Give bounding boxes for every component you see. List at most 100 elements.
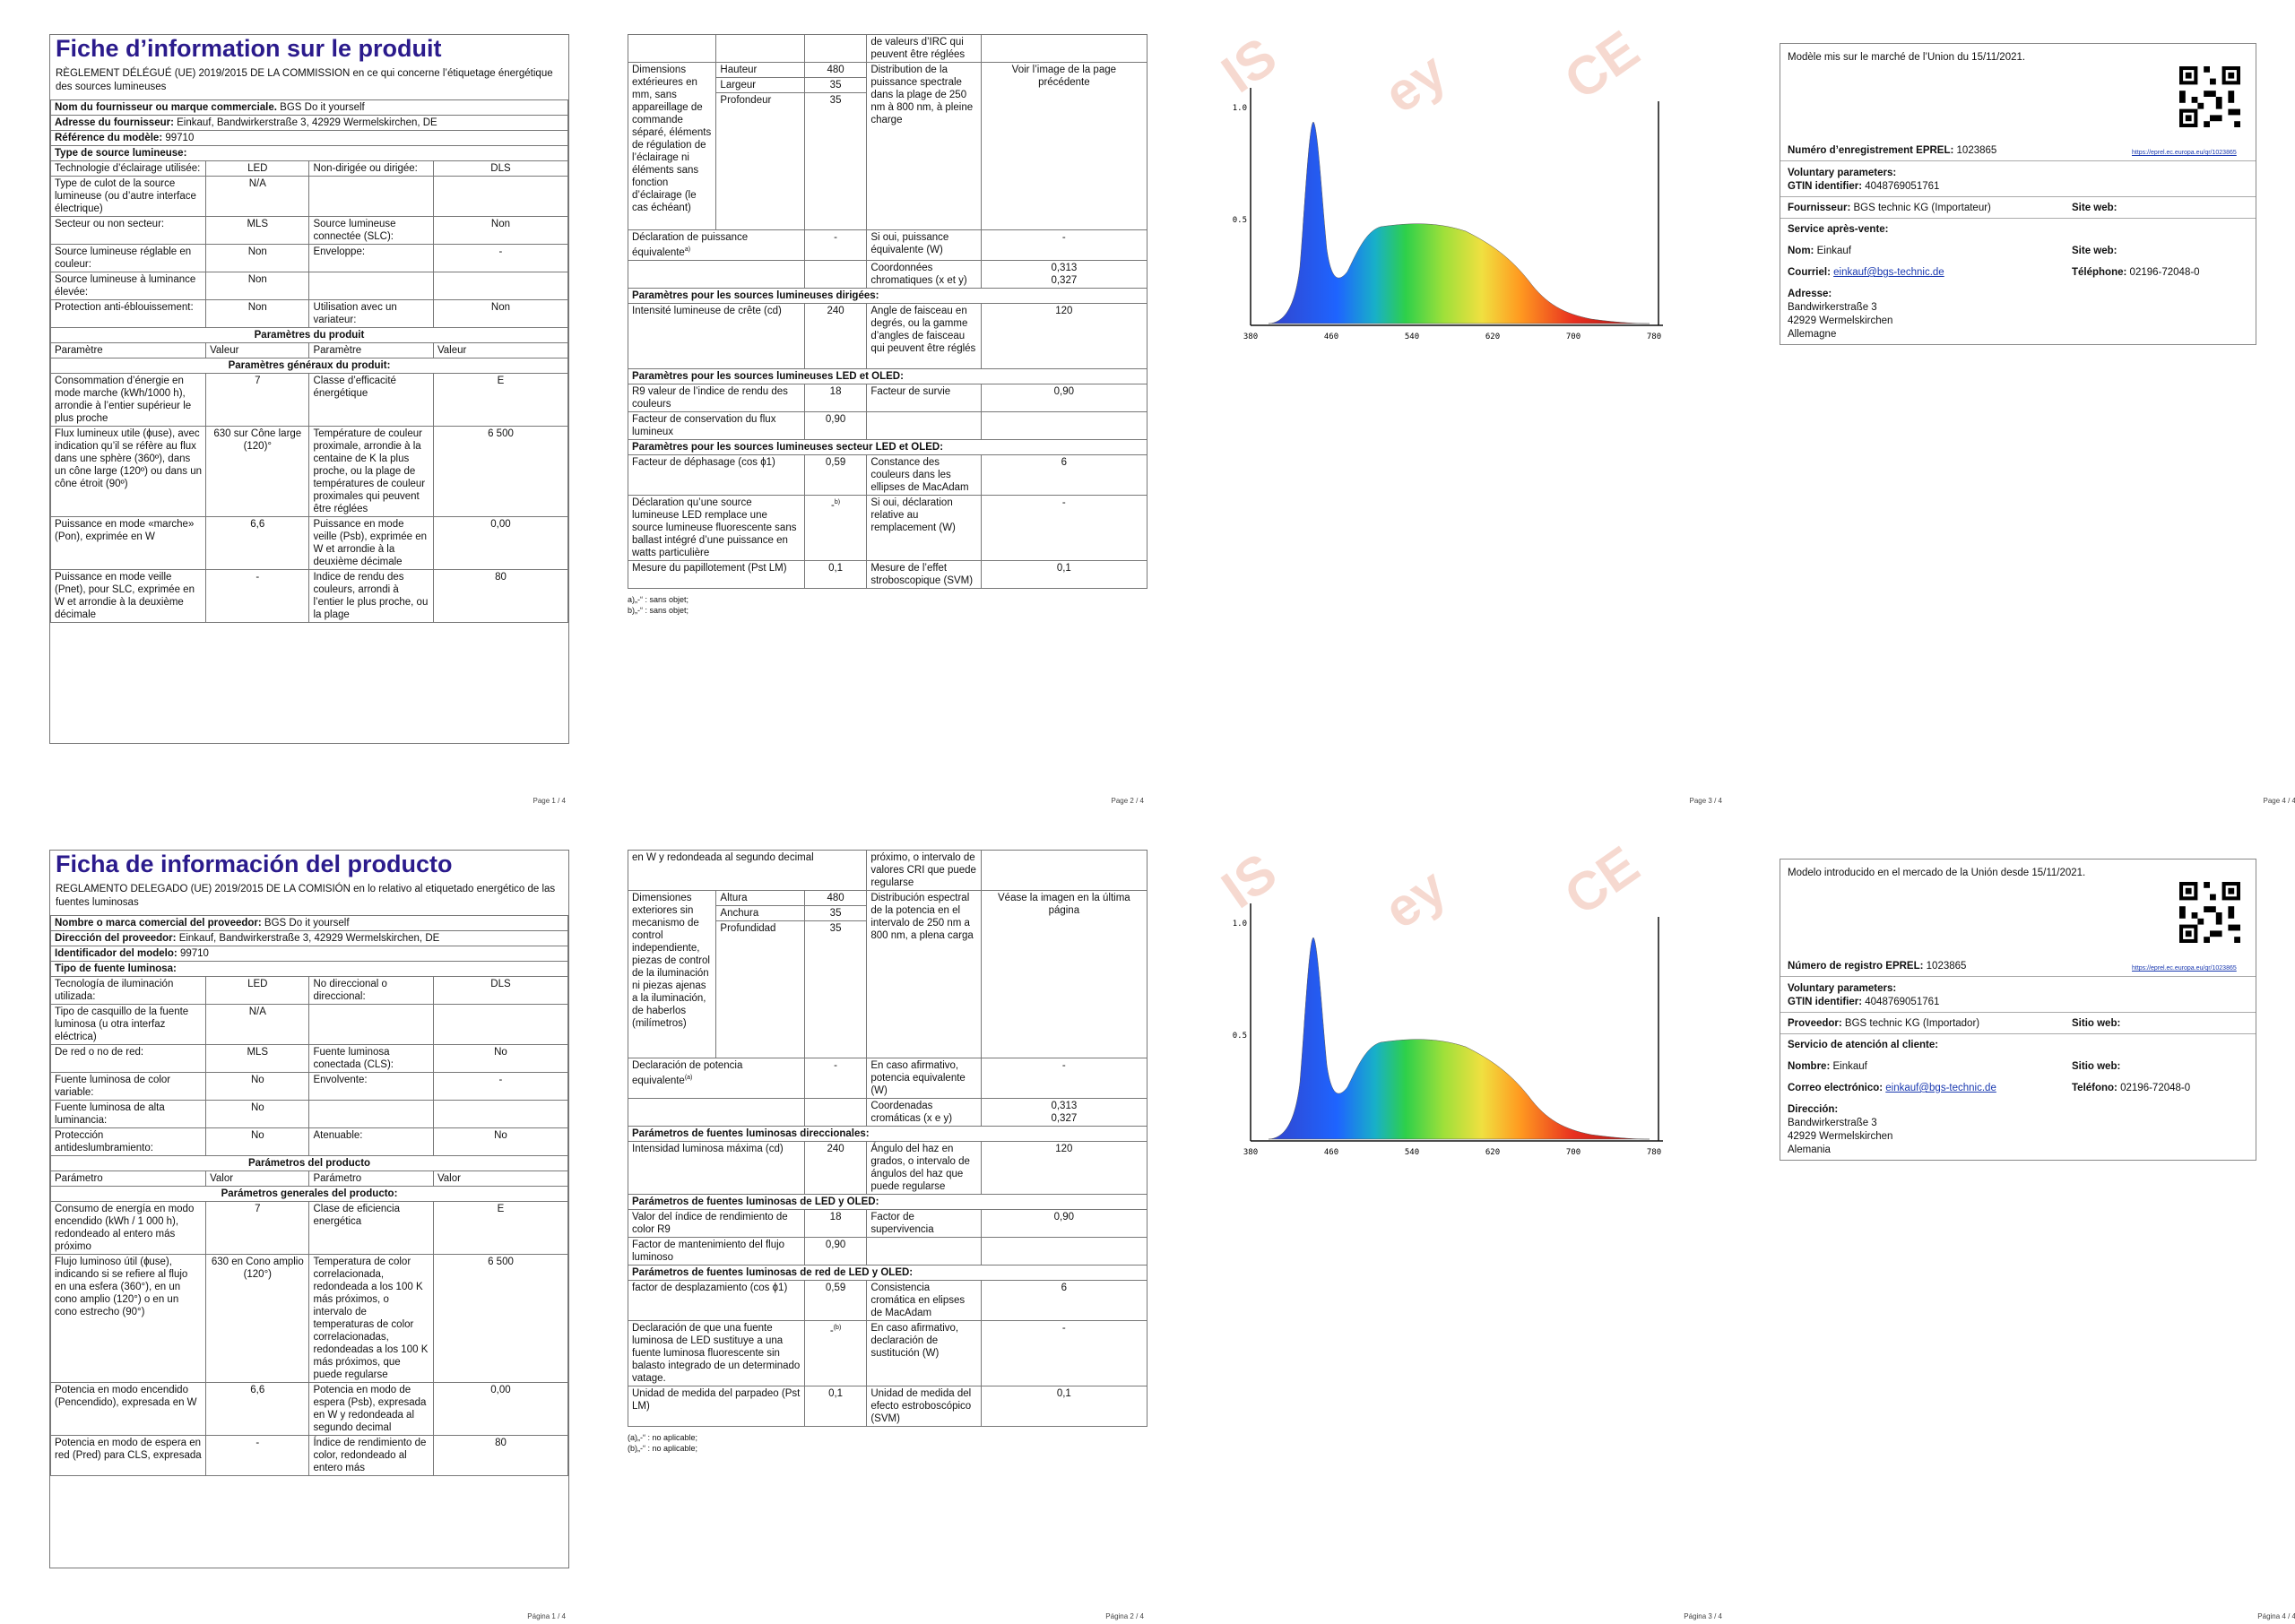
fr-page-1: Fiche d’information sur le produit RÈGLE… (49, 34, 569, 805)
model-market-date: Modèle mis sur le marché de l’Union du 1… (1788, 52, 2026, 63)
fr-led-oled: Paramètres pour les sources lumineuses L… (628, 367, 1148, 384)
table-row: Facteur de déphasage (cos ϕ1) 0,59 Constan… (628, 454, 1148, 496)
table-row: Tecnología de iluminación utilizada: LED N… (50, 976, 568, 1005)
table-row: en W y redondeada al segundo decimal próx… (627, 850, 1148, 891)
fr-regulation: RÈGLEMENT DÉLÉGUÉ (UE) 2019/2015 DE LA C… (56, 68, 553, 92)
voluntary-params: Voluntary parameters: (1788, 983, 1897, 994)
y-tick-label: 0.5 (1233, 1032, 1247, 1041)
table-row: Fuente luminosa de color variable: No Envo… (50, 1072, 568, 1101)
fr-general-params: Paramètres généraux du produit: (50, 358, 568, 374)
model-market-date: Modelo introducido en el mercado de la U… (1788, 868, 2086, 878)
email-link[interactable]: einkauf@bgs-technic.de (1885, 1083, 1996, 1093)
table-row: R9 valeur de l’indice de rendu des coule… (628, 383, 1148, 412)
x-tick-label: 460 (1324, 333, 1338, 341)
fr-product-params: Paramètres du produit (50, 327, 568, 343)
fr-directional: Paramètres pour les sources lumineuses d… (628, 287, 1148, 304)
table-row: Source lumineuse à luminance élevée: Non (50, 272, 568, 300)
x-tick-label: 540 (1405, 1148, 1419, 1157)
table-row: Flux lumineux utile (ɸuse), avec indicat… (50, 426, 568, 517)
table-row: Puissance en mode veille (Pnet), pour SL… (50, 569, 568, 623)
es-contact-box: Modelo introducido en el mercado de la U… (1780, 859, 2256, 1161)
table-row: Puissance en mode «marche» (Pon), exprim… (50, 516, 568, 570)
fr-info-table: Nom du fournisseur ou marque commerciale… (50, 99, 568, 623)
spectrum-chart: 1.0 0.5 380 460 540 620 700 780 (1233, 88, 1663, 341)
fr-type-heading: Type de source lumineuse: (50, 145, 568, 161)
table-header-row: Parámetro Valor Parámetro Valor (50, 1170, 568, 1187)
page-number: Page 2 / 4 (1111, 797, 1144, 805)
table-row: Profundidad 35 (628, 920, 1148, 1058)
es-directional: Parámetros de fuentes luminosas direccio… (628, 1126, 1148, 1142)
es-page-4: Modelo introducido en el mercado de la U… (1780, 850, 2295, 1620)
table-row: Factor de mantenimiento del flujo lumino… (628, 1237, 1148, 1266)
table-row: Valor del índice de rendimiento de color… (628, 1209, 1148, 1238)
table-row: Unidad de medida del parpadeo (Pst LM) 0,… (628, 1386, 1148, 1427)
table-row: Coordonnées chromatiques (x et y) 0,313 0,… (628, 259, 1148, 289)
table-row: Technologie d’éclairage utilisée: LED Non-… (50, 160, 568, 177)
footnotes: a)„-“ : sans objet; b)„-“ : sans objet; (628, 594, 689, 615)
es-page-1: Ficha de información del producto REGLAM… (49, 850, 569, 1620)
qr-code-icon (2179, 66, 2240, 127)
table-row: Secteur ou non secteur: MLS Source lumineu… (50, 216, 568, 245)
page-number: Page 3 / 4 (1689, 797, 1722, 805)
table-row: Potencia en modo de espera en red (Pred)… (50, 1435, 568, 1476)
page-number: Page 1 / 4 (533, 797, 566, 805)
table-row: Déclaration qu’une source lumineuse LED … (628, 494, 1148, 561)
email-link[interactable]: einkauf@bgs-technic.de (1833, 267, 1944, 278)
table-row: Declaración de que una fuente luminosa d… (628, 1320, 1148, 1386)
eprel-number: 1023865 (1956, 145, 1997, 156)
x-tick-label: 780 (1647, 1148, 1661, 1157)
x-tick-label: 700 (1566, 333, 1581, 341)
page-number: Página 2 / 4 (1105, 1612, 1144, 1620)
spectrum-chart: 1.0 0.5 380 460 540 620 700 780 (1233, 903, 1663, 1157)
table-row: Déclaration de puissance équivalentea) - S… (628, 229, 1148, 261)
table-row: de valeurs d’IRC qui peuvent être réglée… (627, 34, 1148, 63)
es-page-3: IS ey CE 1.0 0.5 380 460 540 620 700 780… (1206, 834, 1726, 1620)
table-row: Potencia en modo encendido (Pencendido),… (50, 1382, 568, 1436)
eprel-number: 1023865 (1926, 961, 1967, 972)
x-tick-label: 620 (1485, 333, 1500, 341)
table-row: Protección antideslumbramiento: No Atenuab… (50, 1127, 568, 1156)
es-supplier: Nombre o marca comercial del proveedor: … (50, 915, 568, 931)
y-tick-label: 0.5 (1233, 216, 1247, 225)
x-tick-label: 700 (1566, 1148, 1581, 1157)
spectrum-curve (1268, 937, 1650, 1140)
table-row: Dimensiones exteriores sin mecanismo de … (627, 890, 1148, 1058)
fr-address: Adresse du fournisseur: Einkauf, Bandwir… (50, 115, 568, 131)
table-row: Profondeur 35 (628, 92, 1148, 230)
es-regulation: REGLAMENTO DELEGADO (UE) 2019/2015 DE LA… (56, 884, 556, 908)
es-model: Identificador del modelo: 99710 (50, 946, 568, 962)
qr-code-icon (2179, 882, 2240, 943)
table-row: Mesure du papillotement (Pst LM) 0,1 Mesur… (628, 559, 1148, 589)
footnotes: (a)„-“ : no aplicable; (b)„-“ : no aplica… (628, 1433, 698, 1453)
page-number: Página 3 / 4 (1684, 1612, 1722, 1620)
eprel-link[interactable]: https://eprel.ec.europa.eu/qr/1023865 (2132, 150, 2237, 156)
x-tick-label: 780 (1647, 333, 1661, 341)
es-led-oled: Parámetros de fuentes luminosas de LED y… (628, 1194, 1148, 1210)
es-type-heading: Tipo de fuente luminosa: (50, 961, 568, 977)
fr-contact-box: Modèle mis sur le marché de l’Union du 1… (1780, 43, 2256, 345)
spectrum-curve (1268, 121, 1650, 324)
table-row: Intensité lumineuse de crête (cd) 240 Angl… (628, 302, 1148, 369)
fr-page-4: Modèle mis sur le marché de l’Union du 1… (1780, 34, 2295, 805)
es-product-params: Parámetros del producto (50, 1155, 568, 1171)
page-number: Página 1 / 4 (527, 1612, 566, 1620)
page-number: Page 4 / 4 (2263, 797, 2295, 805)
table-row: De red o no de red: MLS Fuente luminosa co… (50, 1044, 568, 1073)
y-tick-label: 1.0 (1233, 920, 1247, 929)
fr-mains: Paramètres pour les sources lumineuses s… (628, 438, 1148, 455)
es-table-2: en W y redondeada al segundo decimal próx… (627, 850, 1148, 1427)
x-tick-label: 380 (1243, 1148, 1258, 1157)
fr-table-2: de valeurs d’IRC qui peuvent être réglée… (627, 34, 1148, 589)
table-row: Declaración de potencia equivalente(a) - E… (628, 1058, 1148, 1099)
es-title: Ficha de información del producto (56, 851, 453, 877)
eprel-link[interactable]: https://eprel.ec.europa.eu/qr/1023865 (2132, 965, 2237, 972)
table-row: Dimensions extérieures en mm, sans appar… (627, 62, 1148, 230)
es-general-params: Parámetros generales del producto: (50, 1186, 568, 1202)
fr-title: Fiche d’information sur le produit (56, 35, 442, 62)
page-number: Página 4 / 4 (2257, 1612, 2295, 1620)
x-tick-label: 460 (1324, 1148, 1338, 1157)
table-row: Coordenadas cromáticas (x e y) 0,313 0,327 (628, 1098, 1148, 1127)
table-row: factor de desplazamiento (cos ϕ1) 0,59 Con… (628, 1280, 1148, 1321)
fr-page-2: de valeurs d’IRC qui peuvent être réglée… (627, 34, 1148, 805)
y-tick-label: 1.0 (1233, 104, 1247, 113)
